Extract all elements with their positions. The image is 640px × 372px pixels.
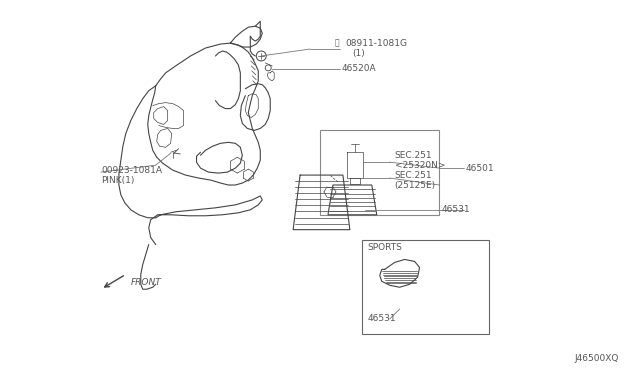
Text: SEC.251: SEC.251 [395,151,432,160]
Text: 08911-1081G: 08911-1081G [345,39,407,48]
Text: SPORTS: SPORTS [368,243,403,252]
Text: 46531: 46531 [368,314,396,324]
Text: 46531: 46531 [442,205,470,214]
Text: 00923-1081A: 00923-1081A [101,166,162,174]
Bar [320,131,440,215]
Bar [362,240,489,334]
Text: 46501: 46501 [465,164,494,173]
Text: Ⓝ: Ⓝ [335,39,340,48]
Text: J46500XQ: J46500XQ [574,354,619,363]
Text: 46520A: 46520A [342,64,376,73]
Text: FRONT: FRONT [131,278,161,287]
Text: (25125E): (25125E) [395,180,436,189]
Text: SEC.251: SEC.251 [395,171,432,180]
Text: (1): (1) [352,48,365,58]
Text: PINK(1): PINK(1) [101,176,134,185]
Text: <25320N>: <25320N> [395,161,445,170]
